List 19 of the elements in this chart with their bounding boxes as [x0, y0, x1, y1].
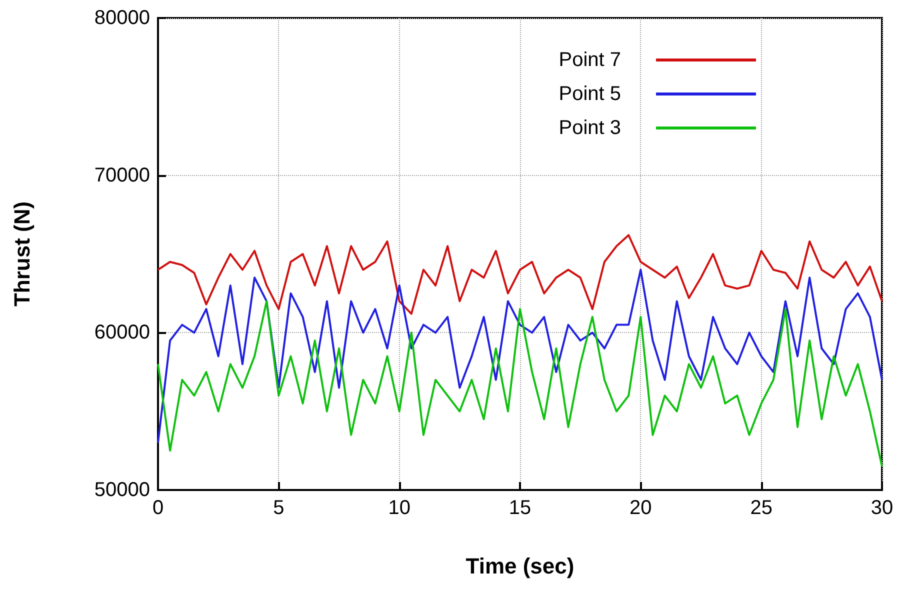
line-series: [157, 234, 883, 315]
legend-label: Point 3: [558, 117, 621, 139]
y-axis-title: Thrust (N): [10, 201, 34, 307]
x-tick-label: 0: [152, 497, 164, 519]
x-tick-label: 20: [630, 497, 652, 519]
legend-label: Point 5: [558, 83, 621, 105]
x-axis-title: Time (sec): [466, 554, 574, 578]
legend-label: Point 7: [558, 49, 621, 71]
y-tick-label: 60000: [94, 322, 150, 344]
x-tick-label: 30: [870, 497, 894, 519]
y-tick-label: 80000: [94, 7, 150, 29]
y-tick-label: 50000: [94, 479, 150, 501]
x-tick-label: 10: [388, 497, 410, 519]
x-tick-label: 25: [750, 497, 772, 519]
x-tick-label: 5: [273, 497, 284, 519]
y-tick-label: 70000: [94, 164, 150, 186]
x-tick-label: 15: [508, 497, 532, 519]
line-series: [157, 268, 883, 444]
line-series: [157, 300, 883, 468]
